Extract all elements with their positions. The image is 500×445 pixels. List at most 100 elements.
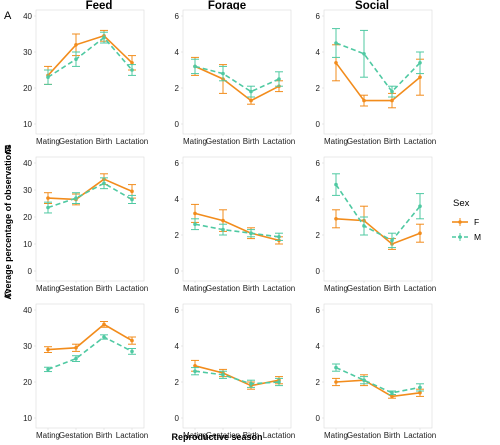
data-point bbox=[46, 347, 50, 352]
data-point bbox=[334, 365, 338, 370]
data-point bbox=[130, 61, 134, 65]
data-point bbox=[390, 394, 394, 399]
data-point bbox=[418, 385, 422, 390]
data-point bbox=[249, 382, 253, 386]
x-tick-label: Gestation bbox=[206, 431, 240, 440]
x-tick-label: Mating bbox=[36, 137, 60, 146]
y-tick-label: 10 bbox=[23, 120, 32, 129]
data-point bbox=[130, 189, 134, 194]
series-line-m bbox=[335, 366, 421, 394]
data-point bbox=[362, 378, 366, 383]
y-axis-title: Average percentage of observations bbox=[3, 144, 13, 299]
series-m bbox=[332, 173, 424, 249]
series-m bbox=[332, 28, 424, 98]
data-point bbox=[334, 182, 338, 187]
series-line-f bbox=[335, 62, 421, 102]
y-tick-label: 4 bbox=[175, 48, 180, 57]
data-point bbox=[130, 197, 134, 202]
x-tick-label: Birth bbox=[96, 431, 112, 440]
series-m bbox=[44, 31, 136, 85]
panel-frame bbox=[35, 9, 145, 135]
series-line-m bbox=[335, 42, 421, 93]
x-tick-label: Lactation bbox=[404, 284, 436, 293]
series-f bbox=[44, 321, 136, 353]
series-m bbox=[44, 334, 136, 373]
series-line-m bbox=[47, 36, 133, 78]
data-point bbox=[130, 349, 134, 354]
y-tick-label: 0 bbox=[316, 414, 321, 423]
legend-swatch-point bbox=[458, 235, 462, 239]
x-tick-label: Birth bbox=[384, 137, 400, 146]
y-tick-label: 2 bbox=[316, 84, 321, 93]
row-letters: A B C bbox=[4, 10, 12, 300]
series-line-m bbox=[194, 223, 280, 238]
y-tick-label: 2 bbox=[175, 84, 180, 93]
x-tick-label: Gestation bbox=[59, 137, 93, 146]
y-tick-label: 2 bbox=[316, 231, 321, 240]
data-point bbox=[193, 64, 197, 69]
y-tick-label: 6 bbox=[316, 12, 321, 21]
y-tick-label: 20 bbox=[23, 213, 32, 222]
series-line-f bbox=[194, 65, 280, 102]
panel-frame bbox=[182, 9, 292, 135]
y-tick-label: 6 bbox=[175, 306, 180, 315]
data-point bbox=[418, 204, 422, 208]
y-tick-label: 2 bbox=[316, 378, 321, 387]
data-point bbox=[334, 380, 338, 384]
x-tick-label: Lactation bbox=[263, 284, 295, 293]
data-point bbox=[46, 367, 50, 372]
row-letter-b: B bbox=[4, 144, 11, 156]
y-tick-label: 6 bbox=[175, 12, 180, 21]
column-title-forage: Forage bbox=[208, 0, 246, 12]
x-tick-label: Mating bbox=[183, 284, 207, 293]
data-point bbox=[193, 364, 197, 368]
x-tick-label: Gestation bbox=[59, 431, 93, 440]
y-tick-label: 6 bbox=[175, 159, 180, 168]
y-tick-label: 0 bbox=[175, 267, 180, 276]
panel-frame bbox=[35, 303, 145, 429]
y-tick-label: 4 bbox=[175, 342, 180, 351]
data-point bbox=[334, 217, 338, 221]
x-tick-label: Birth bbox=[384, 284, 400, 293]
y-tick-label: 0 bbox=[28, 267, 33, 276]
y-tick-label: 0 bbox=[316, 267, 321, 276]
data-point bbox=[193, 369, 197, 374]
x-tick-label: Gestation bbox=[347, 137, 381, 146]
y-tick-label: 10 bbox=[23, 240, 32, 249]
data-point bbox=[390, 89, 394, 94]
data-point bbox=[74, 43, 78, 47]
y-tick-label: 6 bbox=[316, 159, 321, 168]
legend: Sex FM bbox=[452, 198, 481, 242]
y-tick-label: 4 bbox=[316, 48, 321, 57]
legend-swatch-point bbox=[458, 220, 462, 224]
data-point bbox=[249, 231, 253, 235]
data-point bbox=[418, 61, 422, 65]
x-tick-label: Gestation bbox=[206, 137, 240, 146]
data-point bbox=[130, 338, 134, 343]
series-m bbox=[332, 363, 424, 396]
data-point bbox=[74, 196, 78, 200]
column-title-feed: Feed bbox=[86, 0, 113, 12]
data-point bbox=[46, 75, 50, 79]
legend-label-f: F bbox=[474, 217, 479, 227]
y-tick-label: 6 bbox=[316, 306, 321, 315]
y-tick-label: 4 bbox=[316, 195, 321, 204]
data-point bbox=[46, 196, 50, 200]
y-tick-label: 0 bbox=[175, 120, 180, 129]
x-tick-label: Lactation bbox=[404, 137, 436, 146]
data-point bbox=[193, 211, 197, 216]
series-line-f bbox=[47, 34, 133, 76]
data-point bbox=[334, 61, 338, 65]
x-tick-label: Mating bbox=[324, 137, 348, 146]
x-tick-label: Mating bbox=[36, 431, 60, 440]
data-point bbox=[74, 356, 78, 361]
data-point bbox=[249, 98, 253, 103]
series-line-f bbox=[47, 178, 133, 201]
